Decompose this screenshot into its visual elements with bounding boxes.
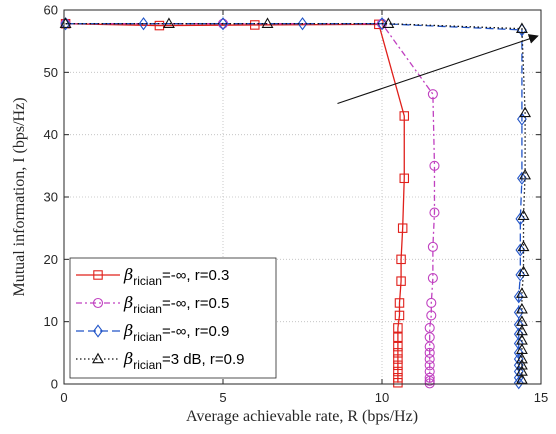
y-tick-label: 40 [44,127,58,142]
y-tick-label: 50 [44,65,58,80]
legend-beta-symbol: β [123,321,133,340]
legend-subscript: rician [133,274,162,288]
x-tick-label: 5 [219,390,226,405]
legend-rest: =-∞, r=0.9 [162,323,229,340]
y-tick-label: 0 [51,377,58,392]
y-tick-label: 30 [44,190,58,205]
legend-subscript: rician [133,358,162,372]
legend-subscript: rician [133,302,162,316]
legend-rest: =-∞, r=0.3 [162,267,229,284]
legend-rest: =3 dB, r=0.9 [162,351,245,368]
x-tick-label: 0 [60,390,67,405]
y-axis-label: Mutual information, I (bps/Hz) [11,97,28,296]
y-tick-label: 10 [44,314,58,329]
x-tick-label: 15 [534,390,548,405]
legend-subscript: rician [133,330,162,344]
y-tick-label: 20 [44,252,58,267]
legend-beta-symbol: β [123,349,133,368]
legend-beta-symbol: β [123,293,133,312]
y-tick-label: 60 [44,3,58,18]
legend-beta-symbol: β [123,265,133,284]
x-tick-label: 10 [375,390,389,405]
x-axis-label: Average achievable rate, R (bps/Hz) [186,408,418,425]
legend-rest: =-∞, r=0.5 [162,295,229,312]
